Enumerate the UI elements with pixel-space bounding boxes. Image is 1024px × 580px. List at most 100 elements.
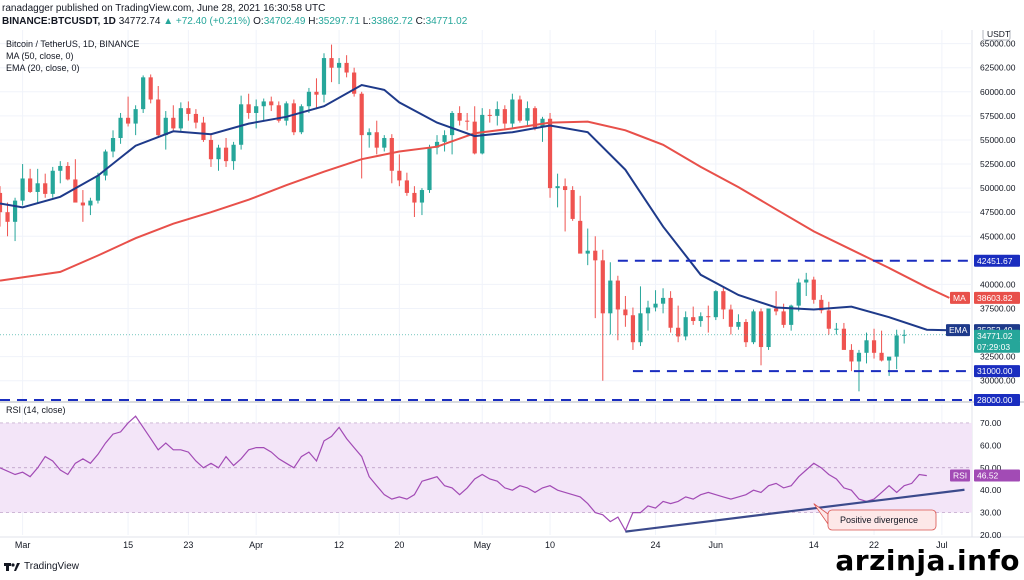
candle	[442, 130, 447, 152]
ma-value-tag-text: 38603.82	[977, 293, 1013, 303]
candle-body	[871, 340, 877, 353]
candle	[510, 93, 515, 128]
low-value: 33862.72	[371, 16, 413, 27]
candle-body	[758, 311, 764, 348]
time-tick-label: Jul	[936, 540, 948, 550]
price-tick-label: 30000.00	[980, 376, 1016, 386]
price-tick-label: 40000.00	[980, 279, 1016, 289]
candle-body	[125, 117, 131, 124]
rsi-tick-label: 20.00	[980, 530, 1002, 540]
candle-body	[427, 147, 432, 191]
candle	[449, 111, 455, 155]
candle-body	[0, 192, 3, 213]
candle	[894, 329, 899, 370]
candle	[103, 149, 108, 181]
candle-body	[615, 280, 620, 310]
candle-body	[894, 335, 899, 357]
candle	[261, 98, 266, 121]
candle	[540, 116, 545, 142]
currency-unit-tag: USDT	[982, 30, 1011, 41]
candle	[600, 249, 605, 381]
candle	[35, 168, 40, 203]
candle	[43, 173, 48, 198]
candle-body	[88, 200, 93, 206]
candle	[691, 306, 696, 325]
candle-body	[434, 141, 440, 148]
candle	[201, 116, 206, 142]
candle-body	[630, 315, 636, 343]
tradingview-brand: TradingView	[24, 561, 80, 572]
level-price-tag-text: 42451.67	[977, 256, 1013, 266]
candle	[65, 162, 70, 181]
ema-name-tag-bg	[946, 324, 970, 337]
candle	[329, 44, 334, 83]
candle-body	[751, 311, 756, 343]
candle-body	[216, 147, 221, 160]
candle	[811, 276, 816, 304]
candle-body	[314, 91, 319, 95]
candle	[517, 95, 523, 123]
candle	[871, 328, 877, 359]
candle	[721, 286, 726, 320]
close-value: 34771.02	[425, 16, 468, 27]
candle-body	[668, 297, 673, 328]
candle-body	[547, 118, 553, 189]
price-tick-label: 60000.00	[980, 87, 1016, 97]
price-tick-label: 45000.00	[980, 231, 1016, 241]
candle-body	[804, 279, 809, 283]
candle-body	[834, 328, 839, 330]
price-chart[interactable]: 65000.00 62500.00 60000.00 57500.00 55000.00…	[0, 30, 1024, 558]
candle	[80, 190, 85, 222]
bar-countdown-tag-bg	[974, 340, 1020, 353]
candle	[593, 236, 598, 319]
candle	[683, 311, 688, 341]
candle	[834, 322, 839, 335]
candle	[269, 96, 274, 112]
candle-body	[201, 122, 206, 140]
price-change: ▲ +72.40 (+0.21%)	[163, 16, 251, 27]
level-price-tag-text: 28000.00	[977, 395, 1013, 405]
candle	[141, 75, 146, 113]
tradingview-icon	[4, 562, 20, 571]
candle-body	[472, 121, 477, 154]
candle-body	[465, 120, 470, 122]
candle-body	[563, 186, 568, 191]
candle-body	[864, 340, 869, 353]
time-tick-label: Jun	[709, 540, 724, 550]
candle	[239, 95, 244, 150]
ma-name-tag-text: MA	[953, 293, 966, 303]
candle	[713, 290, 718, 321]
candle	[88, 197, 93, 216]
callout-text: Positive divergence	[840, 515, 918, 525]
ma-value-tag: 38603.82	[974, 291, 1020, 304]
price-tick-label: 32500.00	[980, 352, 1016, 362]
candle-body	[269, 101, 274, 106]
candle	[20, 164, 25, 206]
rsi-name-tag-text: RSI	[953, 471, 967, 481]
candle	[902, 329, 907, 344]
candle-body	[321, 58, 327, 95]
candle-body	[660, 297, 666, 304]
bar-countdown-tag-text: 07:29:03	[977, 342, 1010, 352]
candle-body	[382, 138, 387, 148]
publisher-text: ranadagger published on TradingView.com,…	[2, 3, 326, 14]
candle-body	[246, 104, 251, 113]
candle-body	[193, 113, 199, 123]
symbol-name[interactable]: BINANCE:BTCUSDT, 1D	[2, 16, 116, 27]
candle-body	[359, 93, 364, 136]
candle	[314, 78, 319, 110]
candle-body	[261, 101, 266, 107]
candle-body	[495, 109, 500, 116]
time-tick-label: Apr	[249, 540, 263, 550]
candle	[585, 228, 590, 266]
bar-countdown-tag: 07:29:03	[974, 340, 1020, 353]
candle	[743, 319, 749, 348]
ma-name-tag-bg	[950, 291, 970, 304]
candle-body	[28, 178, 33, 192]
level-price-tag: 31000.00	[974, 365, 1020, 378]
ema-name-tag: EMA	[946, 324, 970, 337]
ma-name-tag: MA	[950, 291, 970, 304]
candle-body	[585, 250, 590, 254]
candle	[208, 133, 214, 167]
tradingview-logo[interactable]: TradingView	[4, 561, 79, 572]
